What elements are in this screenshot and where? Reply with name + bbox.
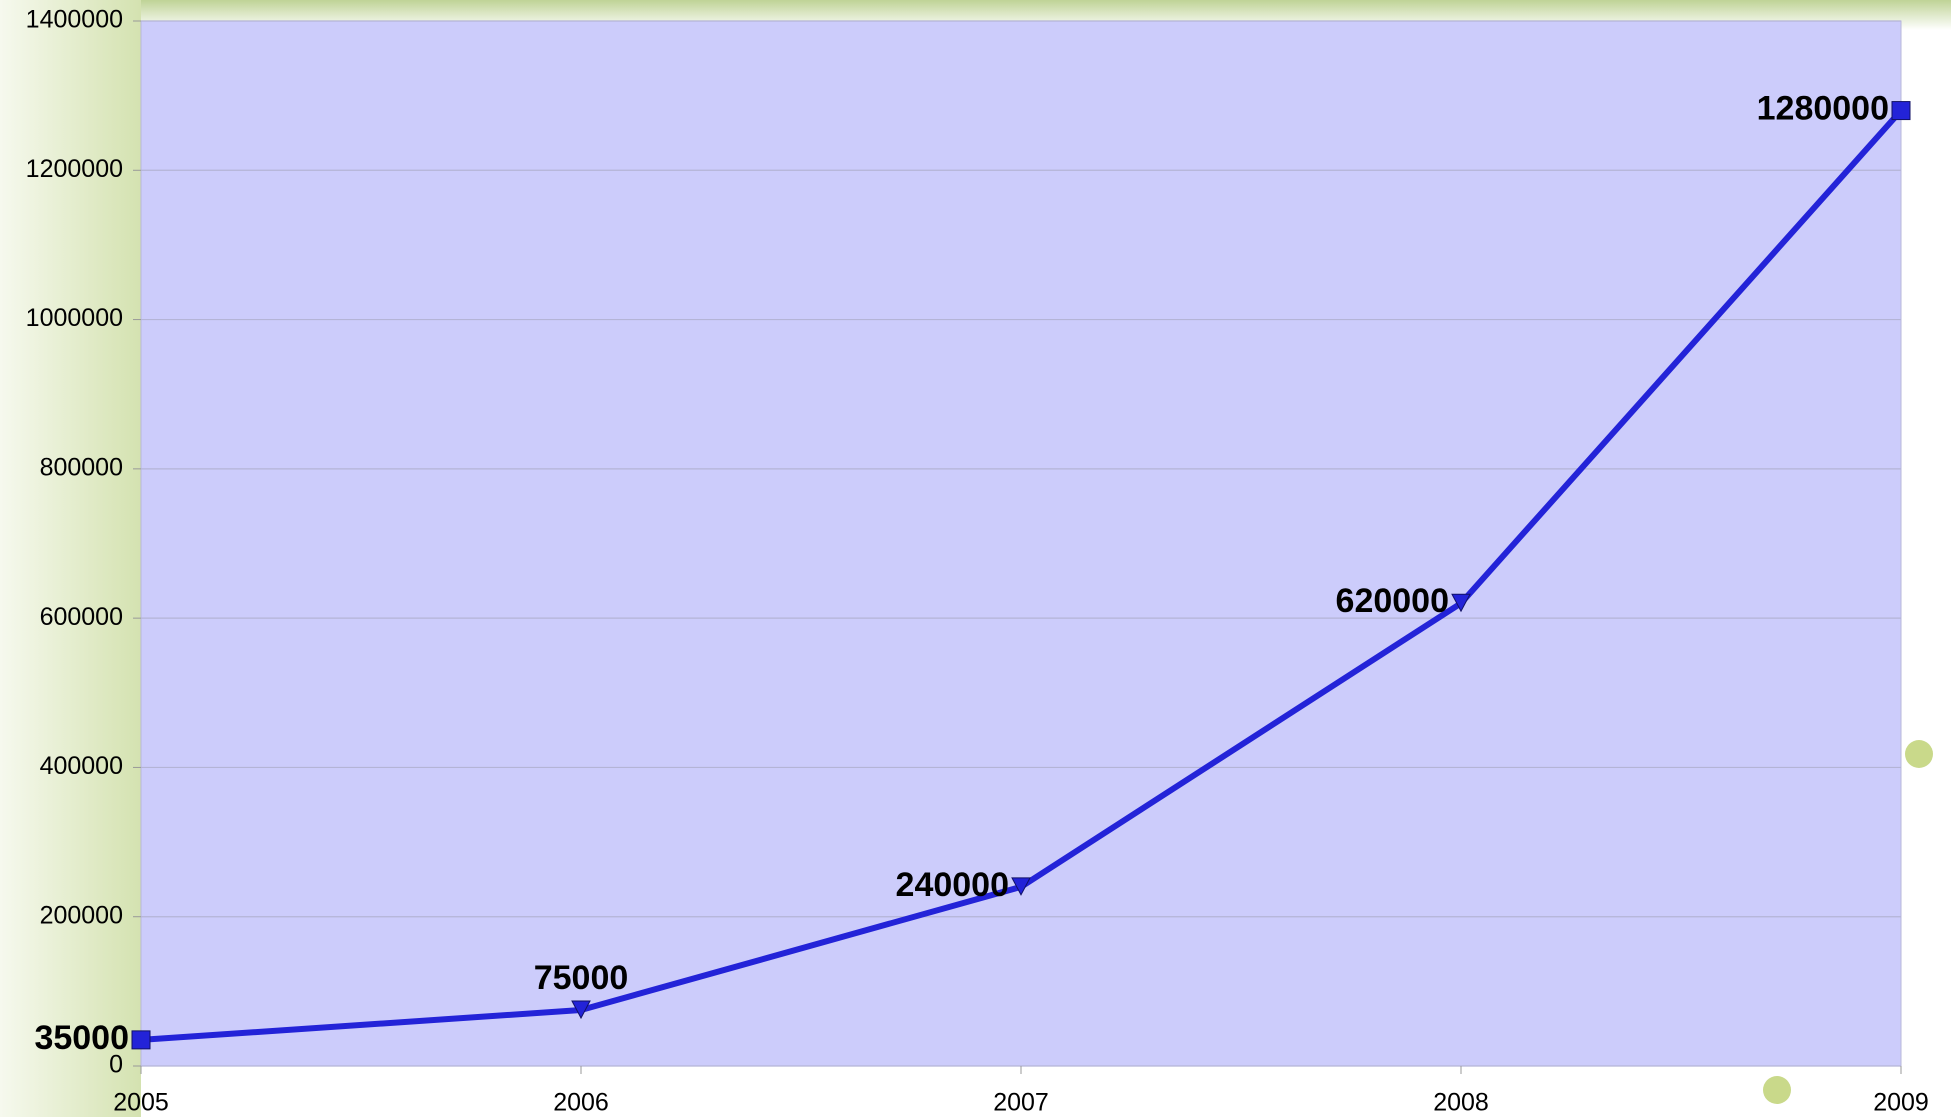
y-tick-label: 600000 xyxy=(40,603,123,631)
decoration xyxy=(1905,740,1933,768)
data-label: 75000 xyxy=(534,959,629,997)
y-tick-label: 400000 xyxy=(40,752,123,780)
decoration xyxy=(1763,1076,1791,1104)
x-tick-label: 2009 xyxy=(1873,1089,1929,1117)
y-tick-label: 0 xyxy=(109,1051,123,1079)
y-tick-label: 1200000 xyxy=(26,155,123,183)
data-label: 620000 xyxy=(1336,582,1449,620)
background-left xyxy=(0,0,141,1117)
y-tick-label: 200000 xyxy=(40,901,123,929)
marker xyxy=(1451,593,1471,613)
marker xyxy=(571,1000,591,1020)
y-tick-label: 1000000 xyxy=(26,304,123,332)
x-tick-label: 2007 xyxy=(993,1089,1049,1117)
x-tick-label: 2008 xyxy=(1433,1089,1489,1117)
marker xyxy=(131,1030,151,1050)
x-tick-label: 2006 xyxy=(553,1089,609,1117)
y-tick-label: 800000 xyxy=(40,453,123,481)
data-label: 35000 xyxy=(34,1019,129,1057)
data-label: 240000 xyxy=(896,866,1009,904)
data-label: 1280000 xyxy=(1757,90,1889,128)
y-tick-label: 1400000 xyxy=(26,6,123,34)
marker xyxy=(1011,877,1031,896)
x-tick-label: 2005 xyxy=(113,1089,169,1117)
plot-area xyxy=(140,20,1902,1067)
marker xyxy=(1891,101,1911,121)
